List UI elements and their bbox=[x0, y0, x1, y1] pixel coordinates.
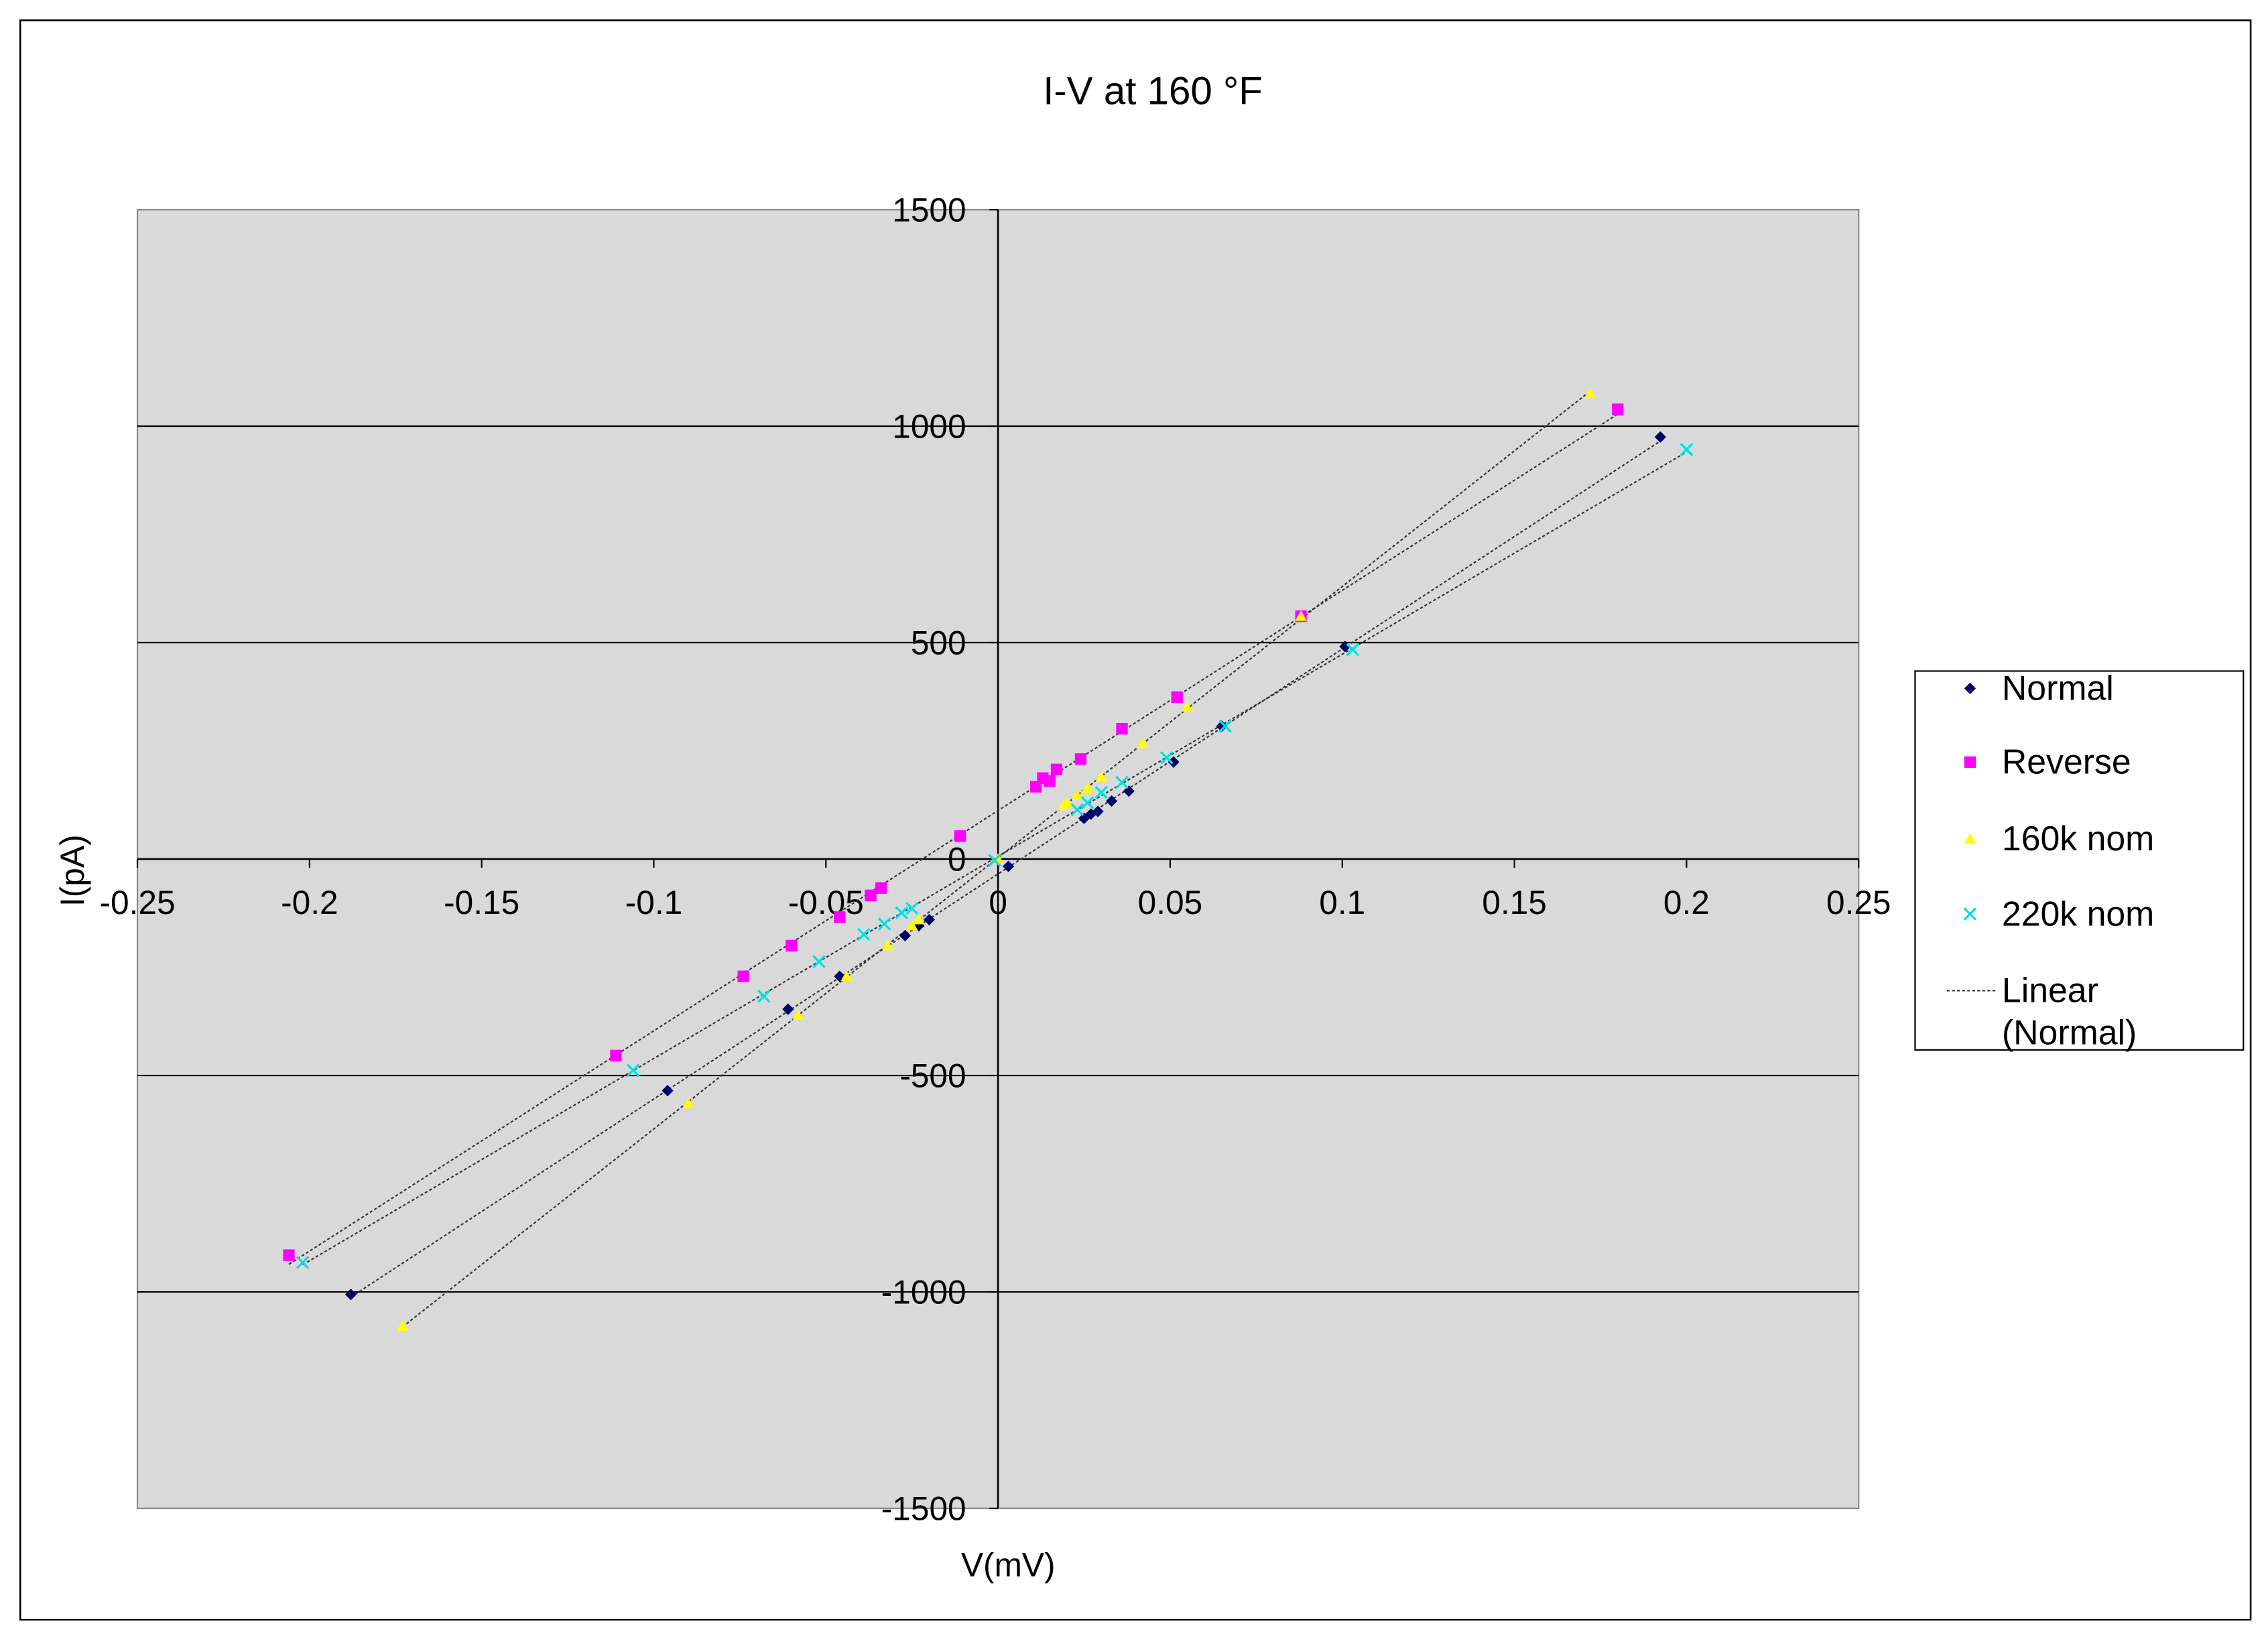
legend-marker bbox=[1964, 756, 1976, 769]
marker bbox=[882, 939, 894, 951]
y-tick-label: 1000 bbox=[892, 407, 966, 445]
marker bbox=[1171, 691, 1183, 704]
y-tick-label: -1500 bbox=[881, 1490, 966, 1527]
marker bbox=[954, 830, 966, 842]
marker bbox=[296, 1256, 310, 1269]
x-axis-label: V(mV) bbox=[961, 1546, 1056, 1583]
marker bbox=[757, 990, 771, 1003]
marker bbox=[1160, 751, 1174, 765]
marker bbox=[1116, 722, 1128, 735]
x-tick-label: -0.1 bbox=[625, 884, 683, 921]
x-tick-label: -0.2 bbox=[281, 884, 338, 921]
y-axis-label: I(pA) bbox=[54, 835, 91, 907]
marker bbox=[1071, 789, 1083, 800]
marker bbox=[610, 1049, 622, 1061]
marker bbox=[283, 1249, 295, 1261]
marker bbox=[1078, 812, 1090, 824]
marker bbox=[913, 913, 925, 925]
y-tick-label: 500 bbox=[911, 624, 966, 661]
marker bbox=[1095, 771, 1107, 782]
marker bbox=[785, 939, 798, 951]
marker bbox=[1070, 803, 1084, 817]
marker bbox=[1680, 443, 1694, 456]
x-tick-label: 0.2 bbox=[1663, 884, 1710, 921]
marker bbox=[1612, 403, 1624, 415]
marker bbox=[1082, 782, 1094, 793]
marker bbox=[834, 911, 846, 923]
trendline bbox=[302, 451, 1687, 1266]
marker bbox=[1058, 799, 1070, 810]
marker bbox=[792, 1009, 804, 1021]
marker bbox=[877, 917, 891, 931]
legend-label: Linear (Normal) bbox=[2002, 971, 2137, 1052]
legend-label: 160k nom bbox=[2002, 819, 2154, 858]
marker bbox=[905, 901, 919, 915]
x-tick-label: 0.05 bbox=[1138, 884, 1203, 921]
marker bbox=[1137, 737, 1149, 748]
marker bbox=[840, 970, 853, 981]
marker bbox=[857, 927, 871, 941]
legend-label-line: (Normal) bbox=[2002, 1012, 2137, 1051]
y-tick-label: -1000 bbox=[881, 1273, 966, 1311]
marker bbox=[895, 906, 909, 919]
marker bbox=[396, 1320, 409, 1331]
legend-box bbox=[1914, 670, 2245, 1051]
marker bbox=[1115, 775, 1129, 789]
legend-label: Normal bbox=[2002, 669, 2114, 708]
legend-marker bbox=[1963, 907, 1977, 921]
x-tick-label: 0.25 bbox=[1826, 884, 1891, 921]
marker bbox=[1216, 720, 1228, 732]
marker bbox=[1094, 785, 1109, 799]
marker bbox=[1050, 763, 1063, 775]
marker bbox=[812, 955, 826, 968]
y-tick-label: -500 bbox=[899, 1057, 966, 1094]
x-tick-label: 0.15 bbox=[1482, 884, 1547, 921]
marker bbox=[1074, 753, 1087, 765]
marker bbox=[1584, 387, 1596, 398]
marker bbox=[906, 919, 918, 931]
legend-label: Reverse bbox=[2002, 742, 2131, 781]
marker bbox=[626, 1063, 640, 1077]
marker bbox=[682, 1098, 694, 1108]
marker bbox=[1295, 610, 1307, 621]
marker bbox=[875, 882, 887, 894]
x-tick-label: -0.15 bbox=[444, 884, 519, 921]
x-tick-label: -0.25 bbox=[99, 884, 175, 921]
legend-label-line: Linear bbox=[2002, 971, 2098, 1010]
marker bbox=[1182, 701, 1194, 712]
x-tick-label: 0.1 bbox=[1319, 884, 1365, 921]
x-tick-label: -0.05 bbox=[788, 884, 864, 921]
marker bbox=[1123, 785, 1135, 797]
marker bbox=[865, 889, 877, 901]
marker bbox=[1218, 719, 1232, 733]
marker bbox=[737, 970, 749, 982]
marker bbox=[1654, 431, 1667, 443]
marker bbox=[988, 854, 1001, 867]
chart-title: I-V at 160 °F bbox=[1043, 69, 1263, 113]
y-tick-label: 1500 bbox=[892, 191, 966, 228]
marker bbox=[662, 1084, 674, 1097]
marker bbox=[1080, 796, 1094, 809]
marker bbox=[1346, 643, 1359, 657]
legend-marker bbox=[1964, 833, 1976, 844]
marker bbox=[1030, 781, 1042, 793]
legend-label: 220k nom bbox=[2002, 894, 2154, 933]
